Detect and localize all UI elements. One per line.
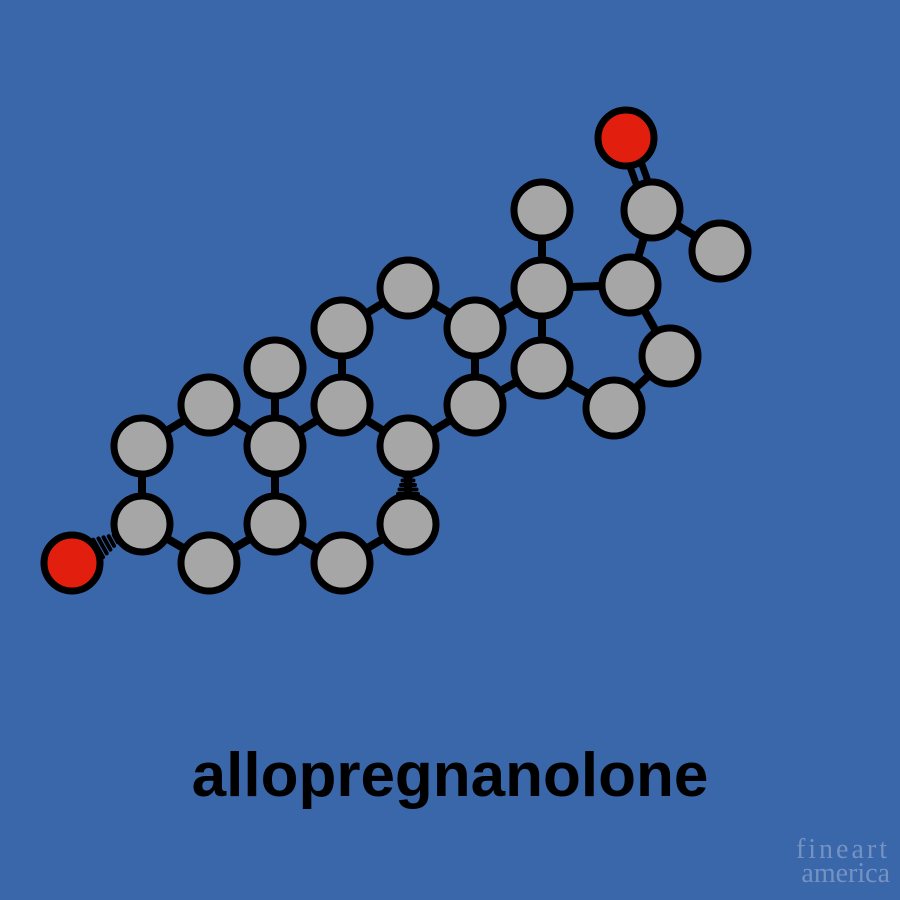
watermark: fineart america — [796, 838, 890, 886]
diagram-canvas: allopregnanolone fineart america — [0, 0, 900, 900]
watermark-line2: america — [796, 862, 890, 886]
molecule-title: allopregnanolone — [0, 740, 900, 811]
